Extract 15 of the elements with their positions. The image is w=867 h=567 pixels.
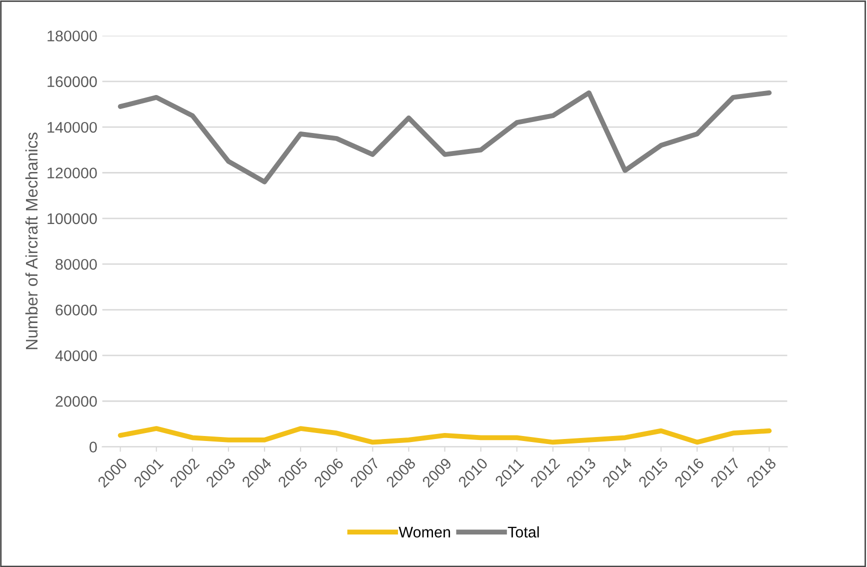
- line-series: [118, 426, 772, 445]
- y-tick-label: 60000: [56, 304, 97, 316]
- line-series: [118, 90, 772, 184]
- y-tick-label: 40000: [55, 350, 97, 362]
- y-tick-label: 20000: [56, 396, 97, 407]
- y-tick-label: 80000: [56, 258, 97, 270]
- y-tick-label: 140000: [48, 122, 97, 133]
- y-tick-label: 0: [90, 442, 97, 452]
- legend-label: Women: [398, 526, 450, 538]
- y-tick-label: 180000: [48, 30, 97, 42]
- legend-label: Total: [508, 526, 539, 538]
- y-tick-label: 120000: [48, 168, 97, 178]
- y-tick-label: 100000: [48, 213, 97, 224]
- y-axis-title: Number of Aircraft Mechanics: [25, 132, 38, 350]
- y-tick-label: 160000: [48, 76, 97, 88]
